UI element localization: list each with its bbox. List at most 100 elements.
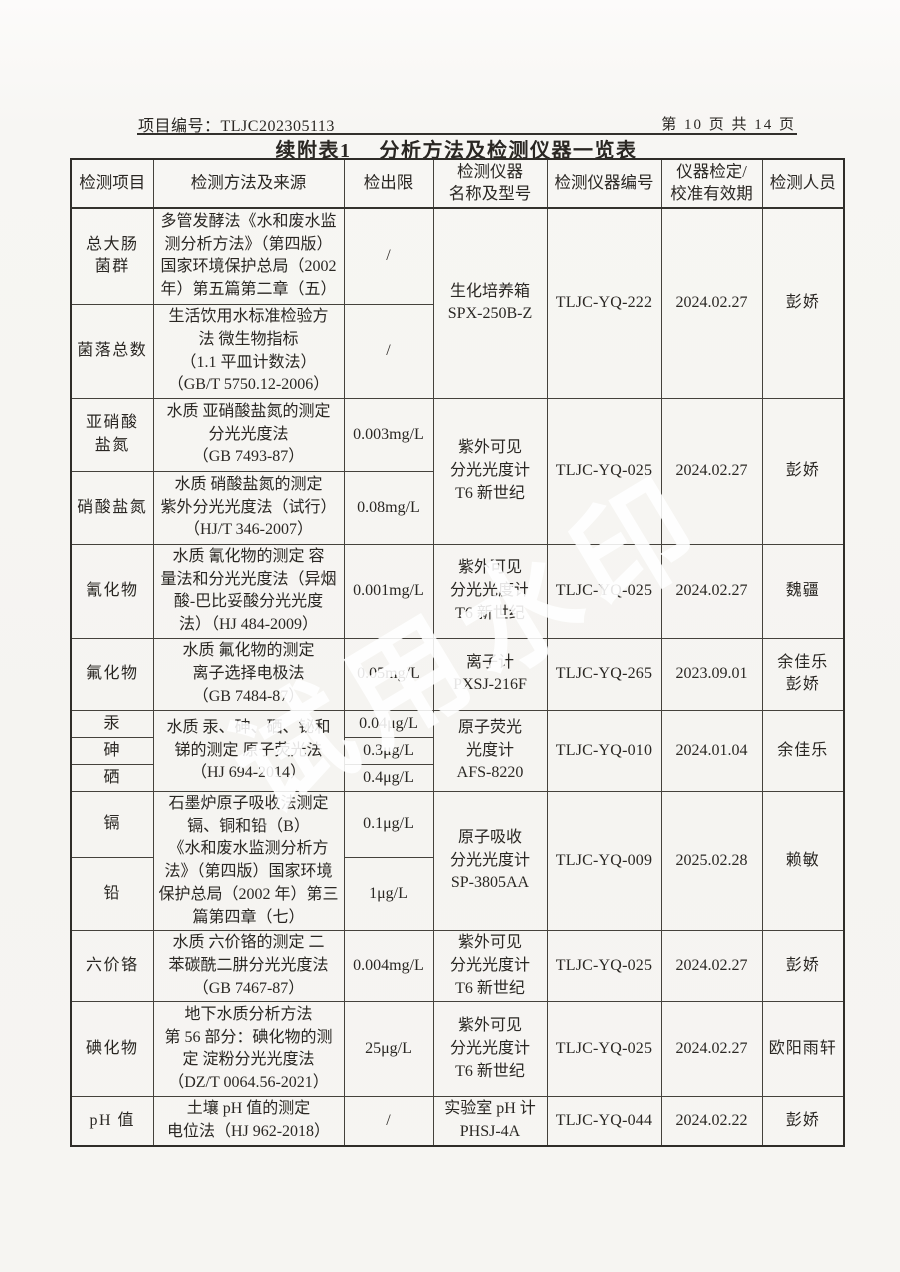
table-row: 六价铬 水质 六价铬的测定 二 苯碳酰二肼分光光度法 （GB 7467-87） … — [70, 930, 845, 1003]
col-header-method: 检测方法及来源 — [152, 158, 345, 209]
cell-instrument: 生化培养箱 SPX-250B-Z — [432, 207, 548, 400]
cell-person: 彭娇 — [761, 207, 845, 400]
table-row: 砷 0.3μg/L — [70, 736, 844, 765]
cell-method: 石墨炉原子吸收法测定 镉、铜和铅（B） 《水和废水监测分析方 法》（第四版）国家… — [152, 790, 345, 932]
table-row: 硒 0.4μg/L — [70, 763, 844, 792]
cell-item: 六价铬 — [70, 930, 154, 1003]
cell-code: TLJC-YQ-222 — [546, 207, 662, 400]
cell-limit: / — [343, 1096, 434, 1147]
cell-instrument: 实验室 pH 计 PHSJ-4A — [432, 1096, 548, 1147]
cell-validity: 2023.09.01 — [660, 637, 763, 711]
cell-code: TLJC-YQ-044 — [546, 1096, 662, 1147]
cell-item: 碘化物 — [70, 1001, 154, 1098]
cell-item: 硝酸盐氮 — [70, 471, 154, 546]
cell-method: 水质 硝酸盐氮的测定 紫外分光光度法（试行） （HJ/T 346-2007） — [152, 471, 345, 546]
cell-instrument: 原子荧光 光度计 AFS-8220 — [432, 709, 548, 792]
cell-method: 土壤 pH 值的测定 电位法（HJ 962-2018） — [152, 1096, 345, 1147]
cell-person: 彭娇 — [761, 1096, 845, 1147]
col-header-item: 检测项目 — [70, 158, 154, 209]
cell-limit: 0.001mg/L — [343, 544, 434, 639]
table-row: 总大肠 菌群 多管发酵法《水和废水监 测分析方法》（第四版） 国家环境保护总局（… — [70, 207, 845, 400]
cell-item: 氰化物 — [70, 544, 154, 639]
cell-instrument: 紫外可见 分光光度计 T6 新世纪 — [432, 1001, 548, 1098]
cell-instrument: 原子吸收 分光光度计 SP-3805AA — [432, 790, 548, 932]
cell-code: TLJC-YQ-025 — [546, 398, 662, 546]
cell-validity: 2024.02.27 — [660, 207, 763, 400]
cell-validity: 2024.02.27 — [660, 930, 763, 1003]
table-row: 氰化物 水质 氰化物的测定 容 量法和分光光度法（异烟 酸-巴比妥酸分光光度 法… — [70, 544, 845, 639]
cell-validity: 2024.02.27 — [660, 544, 763, 639]
cell-item: 镉 — [70, 790, 154, 859]
cell-person: 彭娇 — [761, 398, 845, 546]
table-row: 镉 石墨炉原子吸收法测定 镉、铜和铅（B） 《水和废水监测分析方 法》（第四版）… — [70, 790, 845, 932]
table-row: 碘化物 地下水质分析方法 第 56 部分：碘化物的测 定 淀粉分光光度法 （DZ… — [70, 1001, 845, 1098]
cell-limit: 1μg/L — [343, 857, 434, 932]
col-header-validity: 仪器检定/ 校准有效期 — [660, 158, 763, 209]
cell-person: 余佳乐 彭娇 — [761, 637, 845, 711]
title-prefix: 续附表1 — [275, 140, 352, 162]
table-row: 铅 1μg/L — [70, 857, 844, 932]
cell-item: 菌落总数 — [70, 304, 154, 400]
cell-item: 砷 — [70, 736, 154, 765]
cell-method: 水质 氟化物的测定 离子选择电极法 （GB 7484-87） — [152, 637, 345, 711]
title-main: 分析方法及检测仪器一览表 — [379, 140, 638, 162]
cell-person: 彭娇 — [761, 930, 845, 1003]
cell-method: 水质 亚硝酸盐氮的测定 分光光度法 （GB 7493-87） — [152, 398, 345, 473]
cell-code: TLJC-YQ-025 — [546, 544, 662, 639]
cell-item: 氟化物 — [70, 637, 154, 711]
cell-limit: / — [343, 304, 434, 400]
cell-limit: 0.4μg/L — [343, 763, 434, 792]
cell-person: 魏疆 — [761, 544, 845, 639]
cell-item: 铅 — [70, 857, 154, 932]
cell-method: 生活饮用水标准检验方 法 微生物指标 （1.1 平皿计数法） （GB/T 575… — [152, 304, 345, 400]
cell-validity: 2024.02.27 — [660, 1001, 763, 1098]
cell-method: 多管发酵法《水和废水监 测分析方法》（第四版） 国家环境保护总局（2002 年）… — [152, 207, 345, 306]
cell-instrument: 离子计 PXSJ-216F — [432, 637, 548, 711]
cell-code: TLJC-YQ-009 — [546, 790, 662, 932]
cell-validity: 2025.02.28 — [660, 790, 763, 932]
cell-limit: 0.1μg/L — [343, 790, 434, 859]
cell-validity: 2024.02.27 — [660, 398, 763, 546]
cell-limit: / — [343, 207, 434, 306]
cell-limit: 0.004mg/L — [343, 930, 434, 1003]
cell-instrument: 紫外可见 分光光度计 T6 新世纪 — [432, 398, 548, 546]
instruments-table: 检测项目 检测方法及来源 检出限 检测仪器 名称及型号 检测仪器编号 仪器检定/… — [70, 158, 845, 1147]
cell-code: TLJC-YQ-025 — [546, 930, 662, 1003]
col-header-limit: 检出限 — [343, 158, 434, 209]
header-divider — [137, 133, 797, 135]
cell-person: 余佳乐 — [761, 709, 845, 792]
table-header-row: 检测项目 检测方法及来源 检出限 检测仪器 名称及型号 检测仪器编号 仪器检定/… — [70, 158, 845, 209]
cell-method: 地下水质分析方法 第 56 部分：碘化物的测 定 淀粉分光光度法 （DZ/T 0… — [152, 1001, 345, 1098]
table-row: 硝酸盐氮 水质 硝酸盐氮的测定 紫外分光光度法（试行） （HJ/T 346-20… — [70, 471, 844, 546]
cell-item: 总大肠 菌群 — [70, 207, 154, 306]
table-row: 亚硝酸 盐氮 水质 亚硝酸盐氮的测定 分光光度法 （GB 7493-87） 0.… — [70, 398, 845, 546]
cell-code: TLJC-YQ-010 — [546, 709, 662, 792]
cell-code: TLJC-YQ-265 — [546, 637, 662, 711]
page-indicator: 第 10 页 共 14 页 — [661, 117, 796, 133]
cell-item: 硒 — [70, 763, 154, 792]
cell-instrument: 紫外可见 分光光度计 T6 新世纪 — [432, 930, 548, 1003]
cell-method: 水质 汞、砷、硒、铋和 锑的测定 原子荧光法 （HJ 694-2014） — [152, 709, 345, 792]
table-row: 菌落总数 生活饮用水标准检验方 法 微生物指标 （1.1 平皿计数法） （GB/… — [70, 304, 844, 400]
cell-limit: 0.3μg/L — [343, 736, 434, 765]
cell-instrument: 紫外可见 分光光度计 T6 新世纪 — [432, 544, 548, 639]
cell-code: TLJC-YQ-025 — [546, 1001, 662, 1098]
project-number: 项目编号：TLJC202305113 — [138, 118, 335, 135]
cell-limit: 0.05mg/L — [343, 637, 434, 711]
cell-limit: 0.04μg/L — [343, 709, 434, 738]
cell-validity: 2024.02.22 — [660, 1096, 763, 1147]
cell-item: 亚硝酸 盐氮 — [70, 398, 154, 473]
col-header-code: 检测仪器编号 — [546, 158, 662, 209]
cell-limit: 25μg/L — [343, 1001, 434, 1098]
cell-limit: 0.08mg/L — [343, 471, 434, 546]
cell-item: 汞 — [70, 709, 154, 738]
table-row: pH 值 土壤 pH 值的测定 电位法（HJ 962-2018） / 实验室 p… — [70, 1096, 845, 1147]
table-row: 汞 水质 汞、砷、硒、铋和 锑的测定 原子荧光法 （HJ 694-2014） 0… — [70, 709, 845, 792]
cell-validity: 2024.01.04 — [660, 709, 763, 792]
col-header-instrument: 检测仪器 名称及型号 — [432, 158, 548, 209]
cell-limit: 0.003mg/L — [343, 398, 434, 473]
page-title: 续附表1 分析方法及检测仪器一览表 — [70, 134, 843, 163]
cell-method: 水质 六价铬的测定 二 苯碳酰二肼分光光度法 （GB 7467-87） — [152, 930, 345, 1003]
cell-person: 欧阳雨轩 — [761, 1001, 845, 1098]
